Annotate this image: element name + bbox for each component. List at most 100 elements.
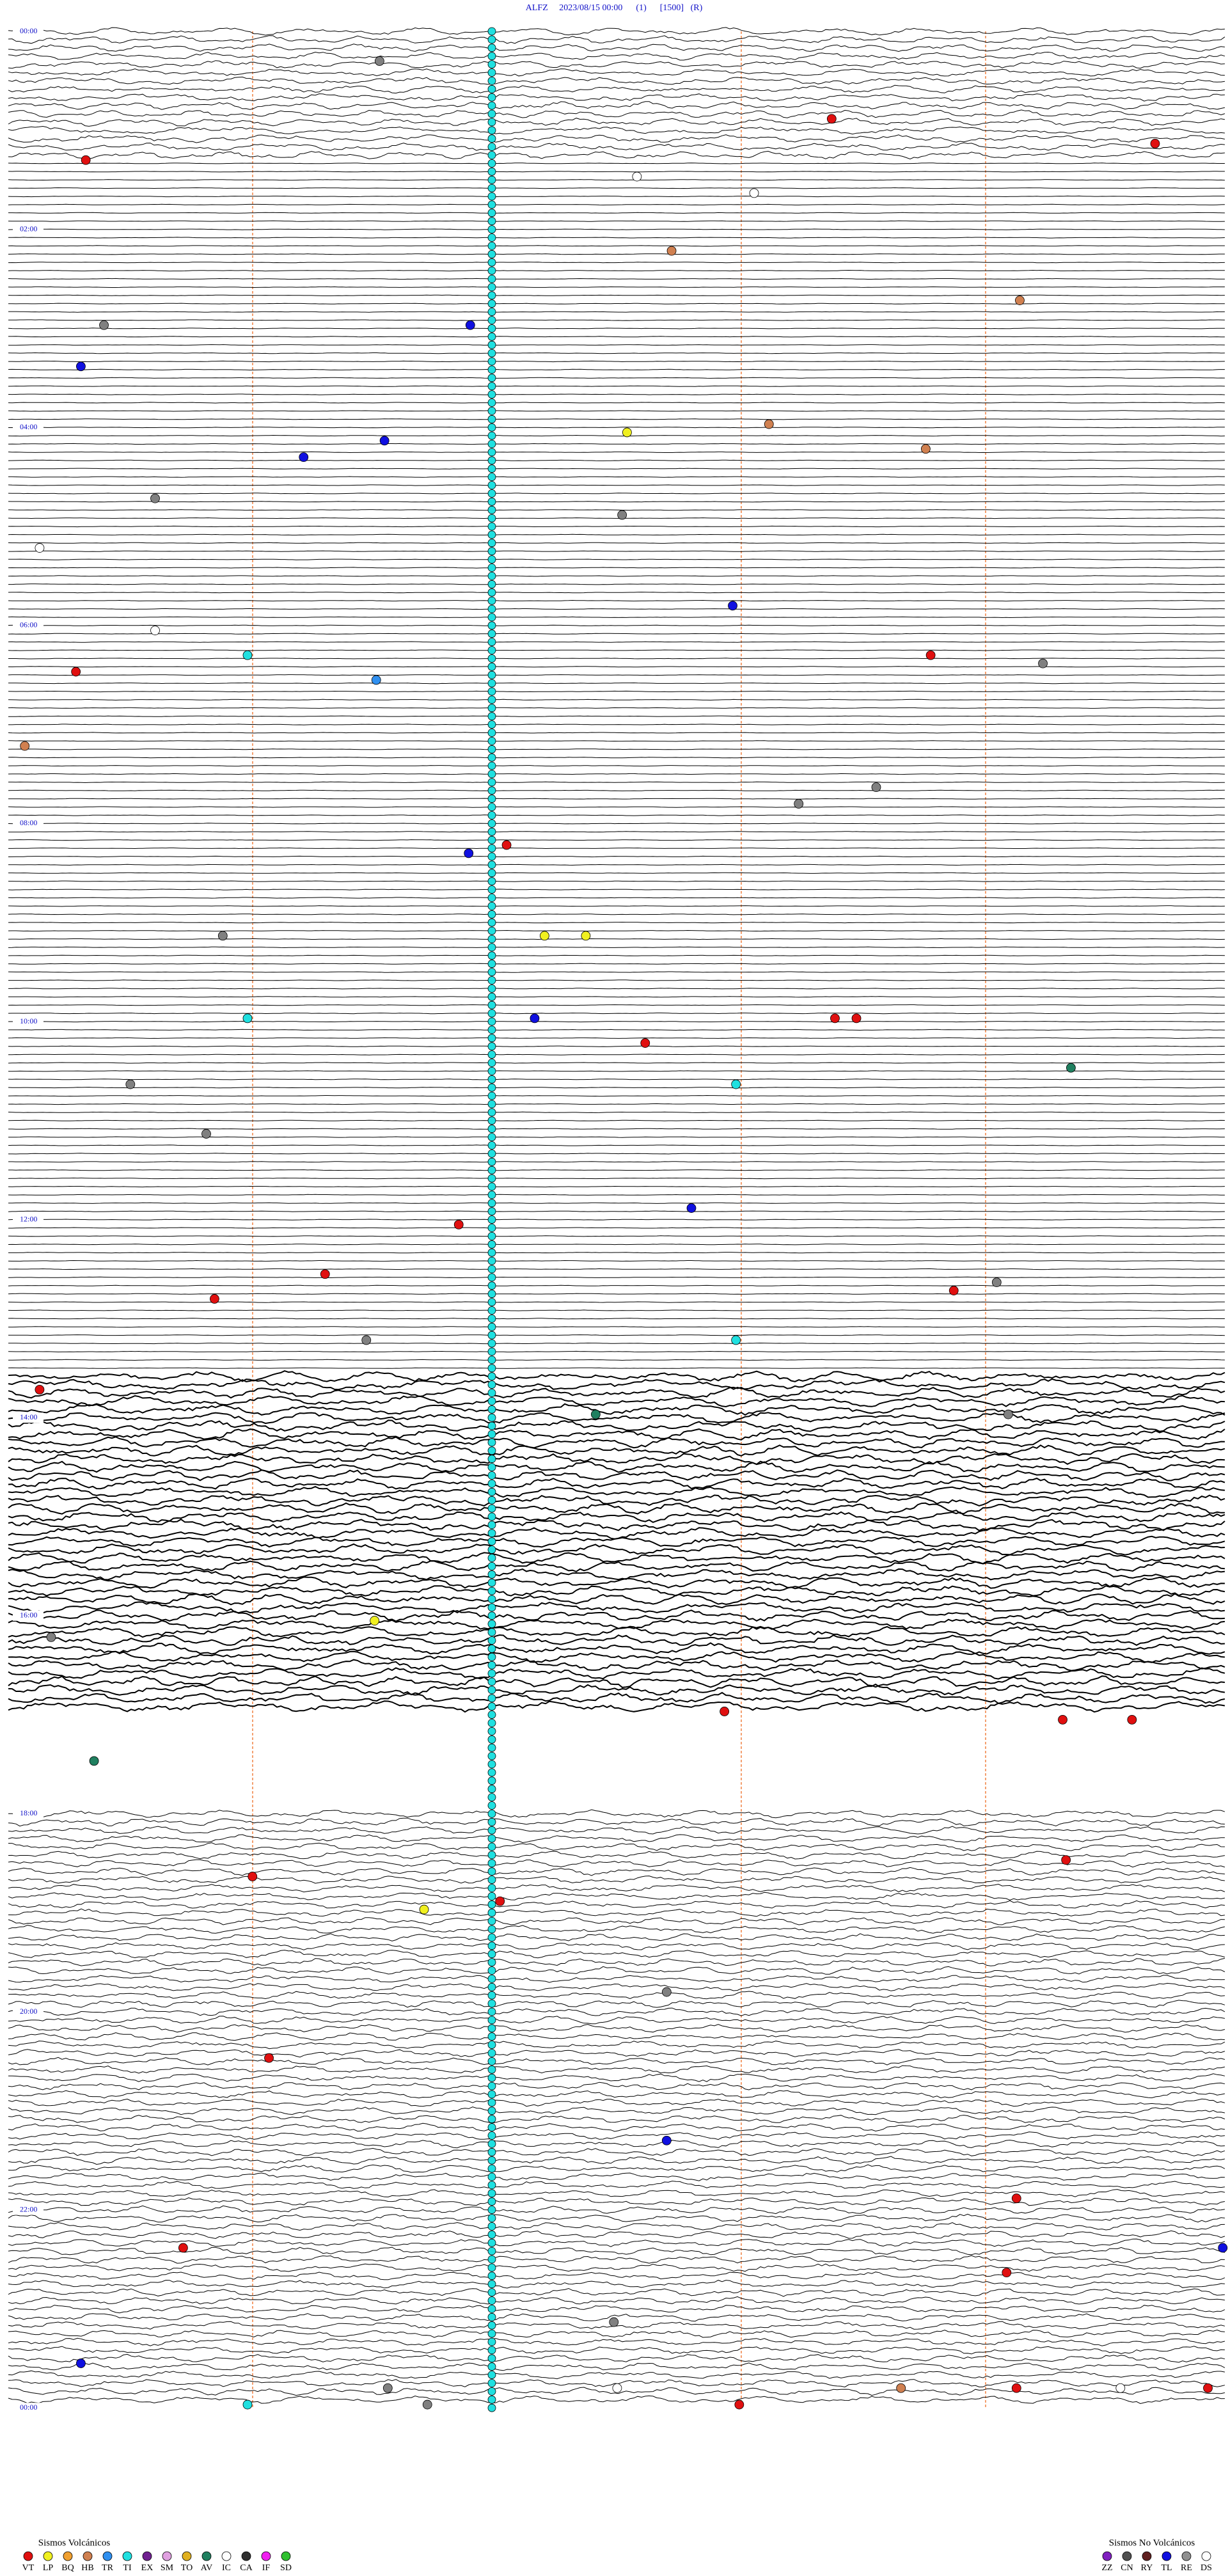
event-dot xyxy=(487,200,496,209)
event-dot xyxy=(1203,2383,1213,2393)
trace xyxy=(8,1982,1225,1991)
trace xyxy=(8,1867,1225,1876)
legend-code: BQ xyxy=(61,2563,74,2573)
trace xyxy=(8,1284,1225,1286)
event-dot xyxy=(487,984,496,993)
event-dot xyxy=(622,427,632,438)
hour-label: 06:00 xyxy=(20,620,37,629)
event-dot xyxy=(826,114,837,124)
trace xyxy=(8,1153,1225,1155)
trace xyxy=(8,1683,1225,1696)
event-dot xyxy=(487,2304,496,2313)
event-dot xyxy=(731,1335,741,1345)
hour-label: 12:00 xyxy=(20,1214,37,1223)
event-dot xyxy=(1011,2383,1021,2393)
event-dot xyxy=(487,803,496,811)
legend-code: VT xyxy=(22,2563,35,2573)
event-dot xyxy=(487,374,496,383)
event-dot xyxy=(1127,1714,1137,1725)
trace xyxy=(8,2098,1225,2107)
event-dot xyxy=(487,1859,496,1868)
trace xyxy=(8,1675,1225,1688)
trace xyxy=(8,1991,1225,2000)
event-dot xyxy=(487,241,496,250)
trace xyxy=(8,1842,1225,1851)
event-dot xyxy=(896,2383,906,2393)
event-dot xyxy=(487,1355,496,1364)
trace xyxy=(8,2205,1225,2215)
event-dot xyxy=(487,902,496,910)
legend-code: IF xyxy=(262,2563,271,2573)
event-dot xyxy=(487,1364,496,1373)
event-dot xyxy=(379,436,390,446)
event-dot xyxy=(487,233,496,242)
legend-dot xyxy=(281,2551,291,2561)
trace xyxy=(8,1079,1225,1080)
event-dot xyxy=(487,1991,496,2000)
event-dot xyxy=(487,439,496,448)
trace xyxy=(8,2255,1225,2264)
event-dot xyxy=(487,1908,496,1917)
event-dot xyxy=(487,1521,496,1529)
trace xyxy=(8,723,1225,725)
event-dot xyxy=(487,547,496,556)
trace xyxy=(8,1268,1225,1270)
trace xyxy=(8,707,1225,709)
event-dot xyxy=(487,1372,496,1381)
trace xyxy=(8,1453,1225,1466)
event-dot xyxy=(487,1933,496,1942)
trace xyxy=(8,237,1225,239)
event-dot xyxy=(487,184,496,193)
event-dot xyxy=(487,2106,496,2115)
trace xyxy=(8,633,1225,635)
trace xyxy=(8,954,1225,956)
trace xyxy=(8,2213,1225,2223)
trace xyxy=(8,1667,1225,1680)
event-dot xyxy=(487,844,496,853)
trace xyxy=(8,2362,1225,2371)
event-dot xyxy=(487,1116,496,1125)
event-dot xyxy=(487,1150,496,1158)
trace xyxy=(8,2321,1225,2330)
event-dot xyxy=(487,564,496,572)
event-dot xyxy=(487,1190,496,1199)
label-bg xyxy=(13,1808,43,1819)
event-dot xyxy=(375,56,384,66)
event-dot xyxy=(487,695,496,704)
trace xyxy=(8,1293,1225,1295)
event-dot xyxy=(125,1079,136,1089)
event-dot xyxy=(487,1851,496,1860)
event-dot xyxy=(487,1306,496,1315)
event-dot xyxy=(487,1554,496,1562)
event-dot xyxy=(487,1570,496,1579)
trace xyxy=(8,1210,1225,1212)
event-dot xyxy=(487,1455,496,1464)
event-dot xyxy=(487,299,496,308)
event-dot xyxy=(487,1941,496,1950)
trace xyxy=(8,2016,1225,2025)
event-dot xyxy=(487,2288,496,2297)
event-dot xyxy=(487,167,496,176)
event-dot xyxy=(925,650,936,660)
trace xyxy=(8,2346,1225,2355)
legend: VT LP BQ HB TR TI EX SM TO AV IC CA IF SD ZZ CN RY TL RE DS xyxy=(22,2551,1212,2573)
trace xyxy=(8,757,1225,759)
trace xyxy=(8,2156,1225,2165)
event-dot xyxy=(487,811,496,819)
legend-title: Sismos No Volcánicos xyxy=(1109,2538,1195,2548)
hour-label: 18:00 xyxy=(20,1808,37,1817)
trace xyxy=(8,814,1225,816)
trace xyxy=(8,1386,1225,1399)
event-dot xyxy=(487,2321,496,2330)
trace xyxy=(8,583,1225,585)
legend-dot xyxy=(43,2551,53,2561)
event-dot xyxy=(487,951,496,960)
event-dot xyxy=(720,1707,730,1716)
trace xyxy=(8,1460,1225,1473)
trace xyxy=(8,2353,1225,2363)
trace xyxy=(8,682,1225,684)
event-dot xyxy=(487,1867,496,1876)
label-bg xyxy=(13,224,43,235)
trace xyxy=(8,699,1225,701)
trace xyxy=(8,847,1225,849)
